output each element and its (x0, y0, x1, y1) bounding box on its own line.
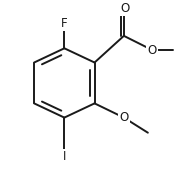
Text: I: I (63, 150, 66, 163)
Text: F: F (61, 17, 68, 30)
Text: O: O (119, 111, 128, 124)
Text: O: O (120, 2, 129, 15)
Text: O: O (148, 44, 157, 57)
